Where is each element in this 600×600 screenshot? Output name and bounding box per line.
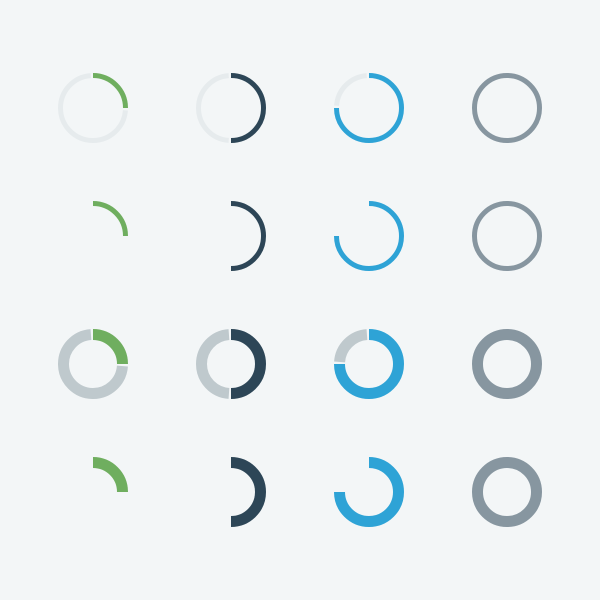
ring-thin-with-track-blue xyxy=(330,69,408,147)
progress-ring xyxy=(334,457,404,527)
ring-progress xyxy=(231,463,261,522)
ring-progress xyxy=(340,463,399,522)
progress-ring xyxy=(334,201,404,271)
progress-ring xyxy=(472,329,542,399)
ring-progress xyxy=(93,76,126,109)
progress-ring xyxy=(58,201,128,271)
ring-thin-no-track-gray xyxy=(468,197,546,275)
ring-progress xyxy=(231,335,261,394)
ring-track xyxy=(340,335,367,362)
progress-ring xyxy=(58,457,128,527)
ring-thick-no-track-green xyxy=(54,453,132,531)
ring-thick-no-track-navy xyxy=(192,453,270,531)
ring-thin-with-track-gray xyxy=(468,69,546,147)
progress-ring xyxy=(196,73,266,143)
progress-ring xyxy=(58,73,128,143)
ring-thin-with-track-green xyxy=(54,69,132,147)
progress-ring-grid xyxy=(54,69,546,531)
ring-progress xyxy=(93,335,123,365)
ring-thin-with-track-navy xyxy=(192,69,270,147)
ring-track xyxy=(337,76,367,106)
ring-progress xyxy=(93,463,123,493)
progress-ring xyxy=(472,201,542,271)
progress-ring xyxy=(58,329,128,399)
ring-progress xyxy=(478,463,537,522)
ring-thick-with-track-green xyxy=(54,325,132,403)
ring-progress xyxy=(231,76,264,141)
ring-thick-with-track-navy xyxy=(192,325,270,403)
progress-ring xyxy=(472,457,542,527)
ring-progress xyxy=(475,204,540,269)
ring-thick-with-track-gray xyxy=(468,325,546,403)
progress-ring xyxy=(334,73,404,143)
ring-thin-no-track-blue xyxy=(330,197,408,275)
progress-ring xyxy=(196,457,266,527)
ring-thick-no-track-gray xyxy=(468,453,546,531)
ring-thick-no-track-blue xyxy=(330,453,408,531)
ring-track xyxy=(202,335,229,394)
progress-ring xyxy=(196,201,266,271)
ring-track xyxy=(199,76,229,141)
progress-ring xyxy=(334,329,404,399)
ring-thin-no-track-green xyxy=(54,197,132,275)
progress-ring xyxy=(472,73,542,143)
progress-ring xyxy=(196,329,266,399)
ring-thick-with-track-blue xyxy=(330,325,408,403)
ring-progress xyxy=(231,204,264,269)
ring-progress xyxy=(337,204,402,269)
ring-progress xyxy=(478,335,537,394)
ring-thin-no-track-navy xyxy=(192,197,270,275)
ring-progress xyxy=(93,204,126,237)
ring-progress xyxy=(475,76,540,141)
